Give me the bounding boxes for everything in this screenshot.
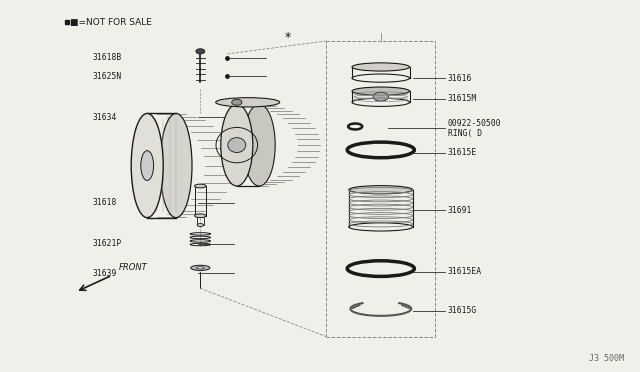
Ellipse shape: [221, 104, 253, 186]
Ellipse shape: [197, 224, 204, 227]
Text: 31616: 31616: [448, 74, 472, 83]
Ellipse shape: [195, 214, 206, 218]
Text: *: *: [285, 31, 291, 44]
Ellipse shape: [160, 113, 192, 218]
Text: 31621P: 31621P: [93, 239, 122, 248]
Text: 31691: 31691: [448, 206, 472, 215]
Ellipse shape: [349, 186, 413, 194]
Text: 31615G: 31615G: [448, 306, 477, 315]
Circle shape: [196, 49, 205, 54]
Ellipse shape: [352, 63, 410, 71]
Text: 31618: 31618: [93, 198, 117, 207]
Text: 31615E: 31615E: [448, 148, 477, 157]
Text: ■=NOT FOR SALE: ■=NOT FOR SALE: [70, 18, 152, 27]
Text: 00922-50500
RING( D: 00922-50500 RING( D: [448, 119, 502, 138]
Circle shape: [232, 99, 242, 105]
Ellipse shape: [216, 98, 280, 107]
Ellipse shape: [243, 104, 275, 186]
Text: 31625N: 31625N: [93, 72, 122, 81]
Ellipse shape: [191, 265, 210, 270]
Text: 31618B: 31618B: [93, 53, 122, 62]
Ellipse shape: [196, 267, 204, 269]
Text: J3 500M: J3 500M: [589, 354, 624, 363]
Ellipse shape: [228, 138, 246, 153]
Ellipse shape: [131, 113, 163, 218]
Ellipse shape: [141, 151, 154, 180]
Ellipse shape: [352, 87, 410, 95]
Text: 31639: 31639: [93, 269, 117, 278]
Text: 31615M: 31615M: [448, 94, 477, 103]
Circle shape: [373, 92, 388, 101]
Text: 31615EA: 31615EA: [448, 267, 482, 276]
Ellipse shape: [195, 184, 206, 188]
Text: FRONT: FRONT: [118, 263, 147, 272]
Text: 31634: 31634: [93, 113, 117, 122]
